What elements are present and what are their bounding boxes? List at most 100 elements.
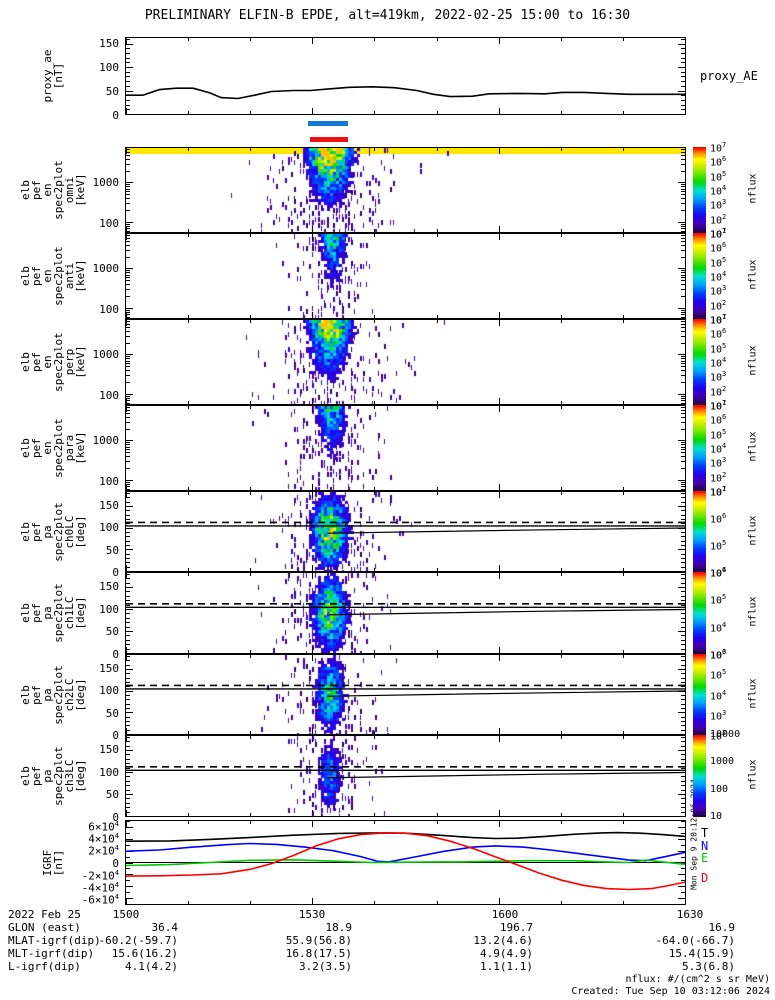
y-tick-label: 100 <box>99 602 119 616</box>
tick <box>126 53 130 54</box>
colorbar-ch1 <box>693 572 706 654</box>
colorbar-axis-label: nflux <box>747 677 759 709</box>
tick <box>685 148 686 154</box>
tick <box>681 72 685 73</box>
panel-anti <box>125 233 686 319</box>
tick <box>685 234 686 240</box>
tick <box>678 114 685 115</box>
tick <box>623 821 624 824</box>
tick <box>685 492 686 498</box>
tick <box>678 91 685 92</box>
y-tick-label: 0 <box>112 566 119 579</box>
ephemeris-value: 16.9 <box>708 921 736 934</box>
colorbar-axis-label: nflux <box>747 345 759 376</box>
tick <box>126 874 133 875</box>
colorbar-axis-label: nflux <box>747 514 759 546</box>
tick <box>685 484 686 490</box>
tick <box>126 91 133 92</box>
colorbar-axis-label: nflux <box>747 759 759 790</box>
y-tick-label: -2×104 <box>81 868 119 883</box>
time-tick-label: 1530 <box>298 908 326 921</box>
panel-proxy <box>125 37 686 115</box>
tick <box>126 857 130 858</box>
tick <box>312 108 313 114</box>
tick <box>499 898 500 904</box>
tick <box>188 901 189 904</box>
tick <box>126 571 133 572</box>
colorbar-tick-label: 104 <box>710 442 727 456</box>
tick <box>685 736 686 742</box>
tick <box>685 647 686 653</box>
ephemeris-row-label: GLON (east) <box>8 921 81 934</box>
tick <box>126 898 127 904</box>
colorbar-tick-label: 104 <box>710 688 727 702</box>
tick <box>681 105 685 106</box>
tick <box>126 839 133 840</box>
tick <box>678 816 685 817</box>
tick <box>374 821 375 824</box>
igrf-legend-D: D <box>701 871 709 885</box>
tick <box>681 62 685 63</box>
tick <box>678 839 685 840</box>
tick <box>374 901 375 904</box>
colorbar-tick-label: 102 <box>710 729 727 743</box>
tick <box>250 821 251 824</box>
colorbar-tick-label: 10000 <box>710 729 741 740</box>
tick <box>126 109 130 110</box>
y-tick-label: -6×104 <box>81 892 119 907</box>
colorbar-tick-label: 1000 <box>710 756 735 768</box>
tick <box>126 880 130 881</box>
colorbar-ch3 <box>693 735 706 817</box>
tick <box>678 874 685 875</box>
ephemeris-value: 4.1(4.2) <box>125 960 178 973</box>
colorbar-axis-label: nflux <box>747 173 759 204</box>
colorbar-tick-label: 103 <box>710 456 727 470</box>
colorbar-tick-label: 107 <box>710 399 727 413</box>
y-tick-label: 100 <box>99 216 119 230</box>
tick <box>126 108 127 114</box>
colorbar-anti <box>693 233 706 319</box>
y-tick-label: 100 <box>99 765 119 779</box>
tick <box>126 44 133 45</box>
y-tick-label: 50 <box>105 543 119 557</box>
colorbar-tick-label: 105 <box>710 169 727 183</box>
colorbar-tick-label: 103 <box>710 708 727 723</box>
tick <box>126 38 127 44</box>
tick <box>561 901 562 904</box>
ephemeris-row-label: MLT-igrf(dip) <box>8 947 95 960</box>
tick <box>250 111 251 114</box>
tick <box>126 72 130 73</box>
colorbar-tick-label: 103 <box>710 648 727 662</box>
tick <box>250 38 251 41</box>
ephemeris-row-label: MLAT-igrf(dip) <box>8 934 101 947</box>
y-tick-label: 0 <box>112 856 119 870</box>
colorbar-perp <box>693 319 706 405</box>
tick <box>374 111 375 114</box>
colorbar-tick-label: 107 <box>710 485 727 499</box>
y-tick-label: 6×104 <box>88 820 119 834</box>
tick <box>126 653 133 654</box>
igrf-legend-E: E <box>701 851 709 865</box>
y-tick-label: 100 <box>99 302 119 316</box>
tick <box>681 86 685 87</box>
tick <box>188 111 189 114</box>
y-tick-label: 150 <box>99 743 119 757</box>
tick <box>126 100 130 101</box>
ephemeris-value: -64.0(-66.7) <box>655 934 735 947</box>
tick <box>126 816 133 817</box>
tick <box>126 898 133 899</box>
tick <box>681 76 685 77</box>
y-tick-label: 1000 <box>92 262 120 276</box>
panel-ch2 <box>125 654 686 735</box>
right-panel-label-proxy: proxy_AE <box>700 69 758 83</box>
colorbar-tick-label: 105 <box>710 668 727 682</box>
ephemeris-value: 196.7 <box>499 921 533 934</box>
y-tick-label: 150 <box>99 580 119 594</box>
colorbar-tick-label: 104 <box>710 566 727 580</box>
colorbar-ch2 <box>693 654 706 735</box>
colorbar-tick-label: 106 <box>710 327 727 341</box>
ephemeris-value: 3.2(3.5) <box>299 960 352 973</box>
tick <box>681 845 685 846</box>
y-tick-label: 150 <box>99 36 119 50</box>
tick <box>681 53 685 54</box>
